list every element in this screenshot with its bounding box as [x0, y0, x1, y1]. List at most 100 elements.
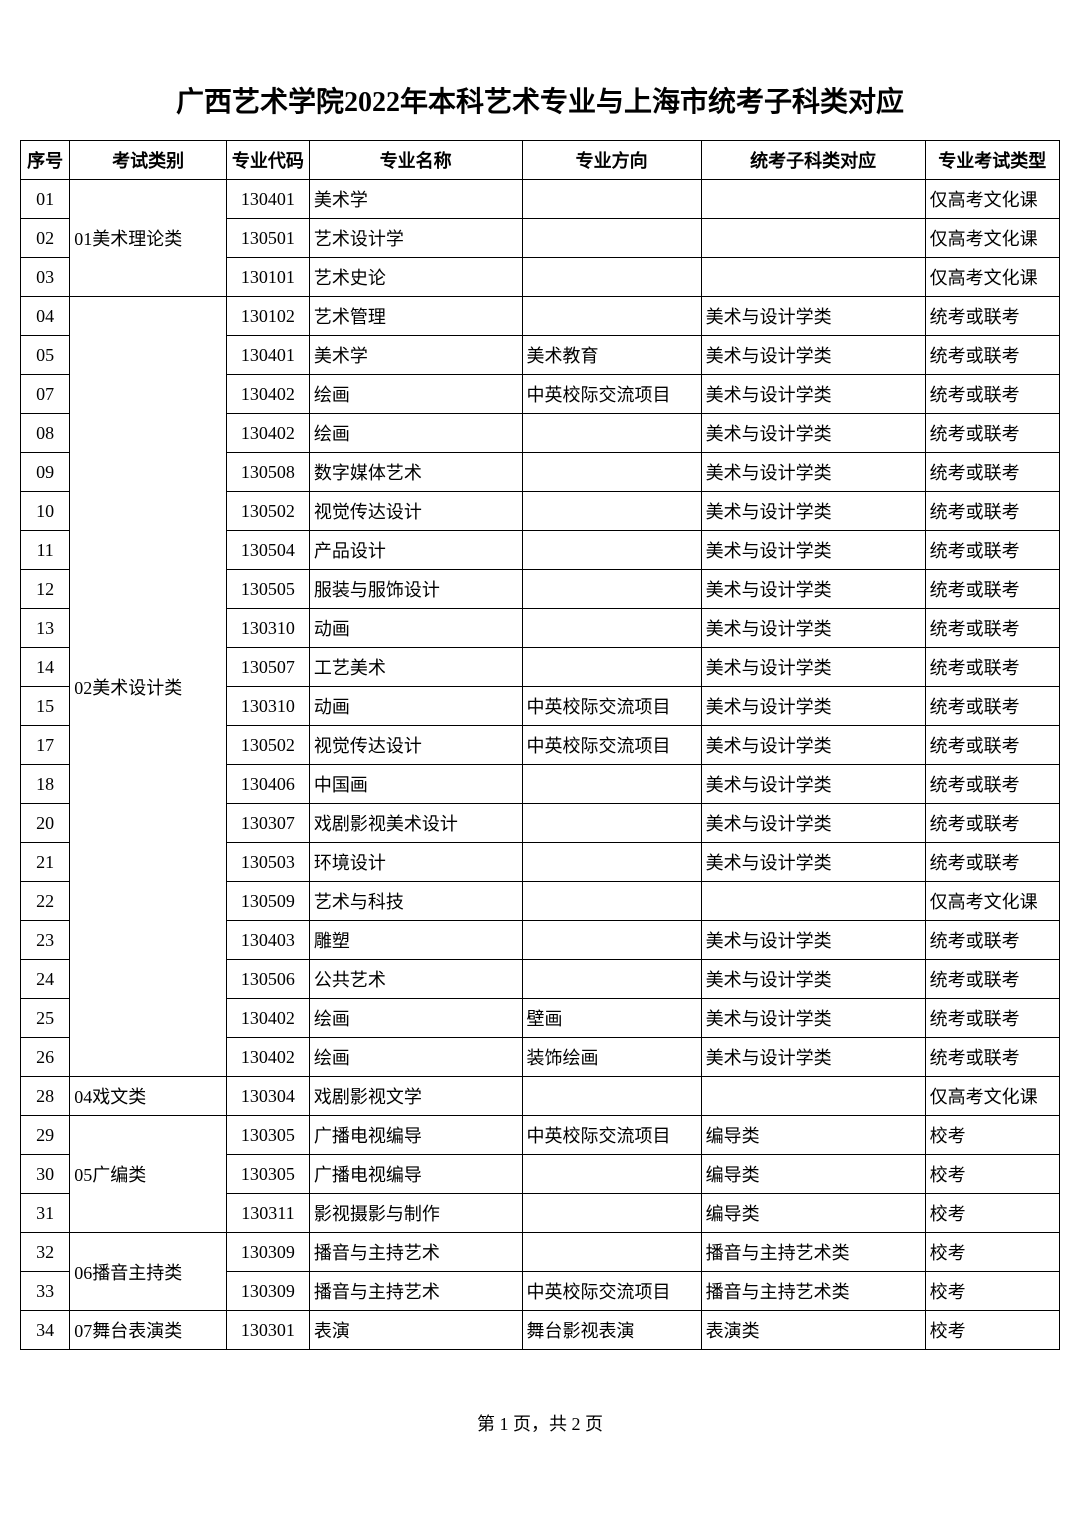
cell-type: 校考 — [925, 1155, 1059, 1194]
cell-code: 130307 — [226, 804, 309, 843]
cell-direction — [522, 1233, 701, 1272]
cell-name: 绘画 — [309, 414, 522, 453]
cell-code: 130502 — [226, 492, 309, 531]
cell-exam: 美术与设计学类 — [701, 999, 925, 1038]
cell-code: 130507 — [226, 648, 309, 687]
cell-code: 130402 — [226, 375, 309, 414]
table-row: 3206播音主持类130309播音与主持艺术播音与主持艺术类校考 — [21, 1233, 1060, 1272]
cell-direction — [522, 1155, 701, 1194]
cell-category: 07舞台表演类 — [70, 1311, 227, 1350]
cell-category: 01美术理论类 — [70, 180, 227, 297]
cell-exam: 美术与设计学类 — [701, 687, 925, 726]
cell-type: 校考 — [925, 1116, 1059, 1155]
cell-seq: 07 — [21, 375, 70, 414]
cell-name: 动画 — [309, 609, 522, 648]
cell-exam: 播音与主持艺术类 — [701, 1233, 925, 1272]
cell-type: 仅高考文化课 — [925, 1077, 1059, 1116]
cell-name: 美术学 — [309, 180, 522, 219]
cell-exam: 美术与设计学类 — [701, 414, 925, 453]
cell-type: 统考或联考 — [925, 531, 1059, 570]
cell-code: 130305 — [226, 1155, 309, 1194]
cell-direction — [522, 258, 701, 297]
cell-code: 130310 — [226, 609, 309, 648]
cell-name: 数字媒体艺术 — [309, 453, 522, 492]
cell-code: 130401 — [226, 336, 309, 375]
cell-category: 06播音主持类 — [70, 1233, 227, 1311]
cell-exam: 美术与设计学类 — [701, 921, 925, 960]
cell-seq: 17 — [21, 726, 70, 765]
cell-direction — [522, 921, 701, 960]
cell-type: 仅高考文化课 — [925, 258, 1059, 297]
cell-code: 130401 — [226, 180, 309, 219]
cell-name: 艺术史论 — [309, 258, 522, 297]
header-direction: 专业方向 — [522, 141, 701, 180]
cell-seq: 14 — [21, 648, 70, 687]
cell-exam: 美术与设计学类 — [701, 1038, 925, 1077]
cell-seq: 05 — [21, 336, 70, 375]
cell-name: 表演 — [309, 1311, 522, 1350]
cell-code: 130403 — [226, 921, 309, 960]
cell-exam: 编导类 — [701, 1194, 925, 1233]
header-exam: 统考子科类对应 — [701, 141, 925, 180]
cell-category: 04戏文类 — [70, 1077, 227, 1116]
cell-exam: 播音与主持艺术类 — [701, 1272, 925, 1311]
cell-exam: 编导类 — [701, 1155, 925, 1194]
cell-code: 130502 — [226, 726, 309, 765]
cell-seq: 21 — [21, 843, 70, 882]
cell-name: 公共艺术 — [309, 960, 522, 999]
cell-code: 130309 — [226, 1233, 309, 1272]
cell-code: 130301 — [226, 1311, 309, 1350]
cell-seq: 32 — [21, 1233, 70, 1272]
cell-seq: 03 — [21, 258, 70, 297]
cell-name: 产品设计 — [309, 531, 522, 570]
cell-code: 130508 — [226, 453, 309, 492]
cell-seq: 01 — [21, 180, 70, 219]
cell-seq: 24 — [21, 960, 70, 999]
cell-direction — [522, 492, 701, 531]
cell-exam: 美术与设计学类 — [701, 726, 925, 765]
cell-direction — [522, 882, 701, 921]
cell-name: 艺术管理 — [309, 297, 522, 336]
cell-direction: 装饰绘画 — [522, 1038, 701, 1077]
cell-type: 统考或联考 — [925, 726, 1059, 765]
cell-seq: 12 — [21, 570, 70, 609]
cell-name: 服装与服饰设计 — [309, 570, 522, 609]
majors-table: 序号 考试类别 专业代码 专业名称 专业方向 统考子科类对应 专业考试类型 01… — [20, 140, 1060, 1350]
cell-type: 统考或联考 — [925, 843, 1059, 882]
cell-exam: 美术与设计学类 — [701, 765, 925, 804]
cell-direction: 壁画 — [522, 999, 701, 1038]
document-page: 广西艺术学院2022年本科艺术专业与上海市统考子科类对应 序号 考试类别 专业代… — [0, 0, 1080, 1476]
cell-seq: 33 — [21, 1272, 70, 1311]
cell-code: 130406 — [226, 765, 309, 804]
cell-code: 130506 — [226, 960, 309, 999]
cell-name: 播音与主持艺术 — [309, 1272, 522, 1311]
cell-type: 校考 — [925, 1272, 1059, 1311]
cell-exam — [701, 882, 925, 921]
cell-exam: 美术与设计学类 — [701, 297, 925, 336]
cell-exam: 表演类 — [701, 1311, 925, 1350]
cell-category: 02美术设计类 — [70, 297, 227, 1077]
table-row: 2804戏文类130304戏剧影视文学仅高考文化课 — [21, 1077, 1060, 1116]
cell-direction — [522, 960, 701, 999]
cell-code: 130102 — [226, 297, 309, 336]
cell-name: 戏剧影视文学 — [309, 1077, 522, 1116]
cell-exam: 美术与设计学类 — [701, 570, 925, 609]
cell-code: 130311 — [226, 1194, 309, 1233]
cell-name: 艺术设计学 — [309, 219, 522, 258]
cell-name: 视觉传达设计 — [309, 726, 522, 765]
cell-exam: 编导类 — [701, 1116, 925, 1155]
cell-seq: 22 — [21, 882, 70, 921]
cell-category: 05广编类 — [70, 1116, 227, 1233]
cell-seq: 11 — [21, 531, 70, 570]
cell-type: 统考或联考 — [925, 648, 1059, 687]
cell-name: 雕塑 — [309, 921, 522, 960]
cell-exam: 美术与设计学类 — [701, 960, 925, 999]
table-header-row: 序号 考试类别 专业代码 专业名称 专业方向 统考子科类对应 专业考试类型 — [21, 141, 1060, 180]
cell-seq: 13 — [21, 609, 70, 648]
table-row: 3407舞台表演类130301表演舞台影视表演表演类校考 — [21, 1311, 1060, 1350]
cell-direction — [522, 1077, 701, 1116]
cell-exam — [701, 180, 925, 219]
cell-code: 130309 — [226, 1272, 309, 1311]
cell-seq: 34 — [21, 1311, 70, 1350]
cell-code: 130503 — [226, 843, 309, 882]
